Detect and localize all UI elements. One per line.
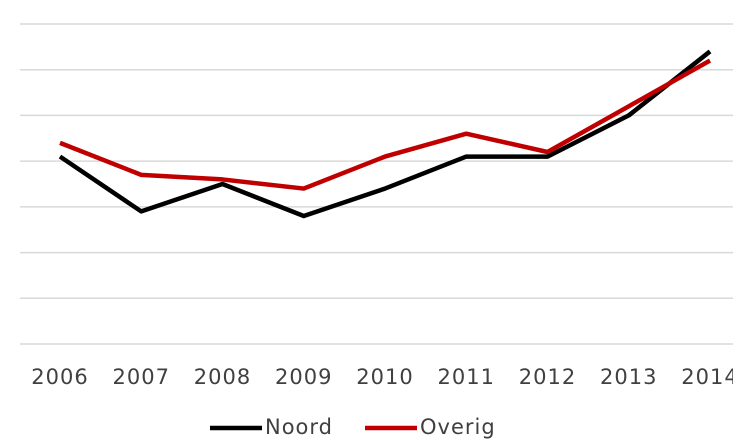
x-tick-label: 2010 [356, 365, 413, 389]
x-tick-label: 2006 [31, 365, 88, 389]
x-tick-label: 2007 [113, 365, 170, 389]
series-line [59, 58, 712, 191]
x-tick-label: 2009 [275, 365, 332, 389]
x-tick-label: 2008 [194, 365, 251, 389]
x-tick-label: 2012 [519, 365, 576, 389]
x-tick-label: 2011 [438, 365, 495, 389]
legend-label: Noord [265, 415, 333, 439]
legend-label: Overig [420, 415, 496, 439]
series-line [58, 49, 712, 219]
x-tick-label: 2014 [681, 365, 733, 389]
x-tick-label: 2013 [600, 365, 657, 389]
